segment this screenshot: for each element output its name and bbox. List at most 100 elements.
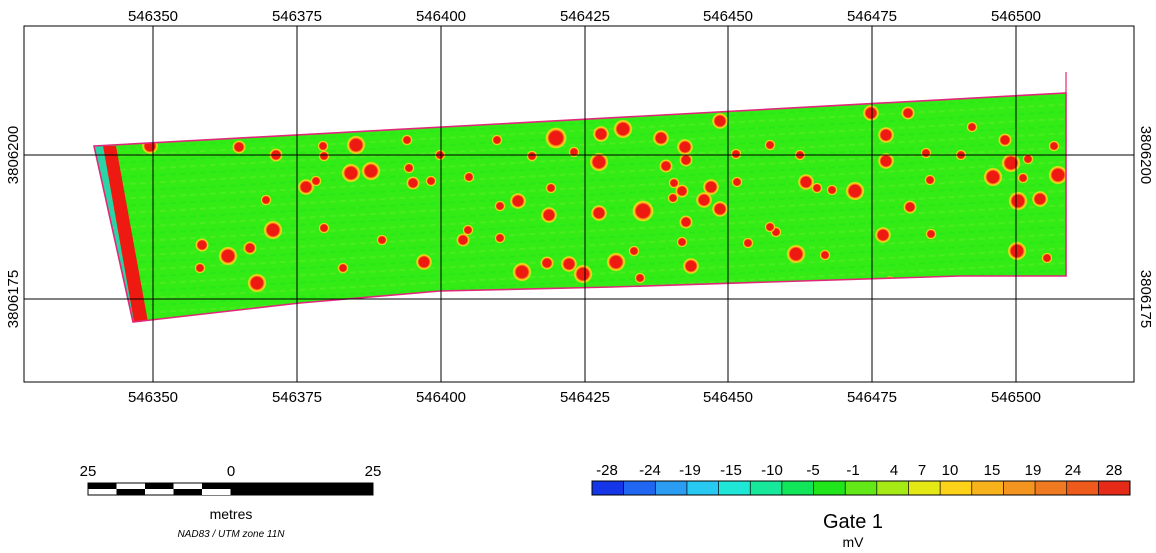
survey-fill bbox=[94, 93, 1066, 322]
anomaly-spot bbox=[456, 233, 470, 247]
scale-unit-label: metres bbox=[210, 506, 253, 522]
anomaly-spot bbox=[983, 167, 1003, 187]
legend-swatch bbox=[781, 481, 814, 495]
anomaly-spot bbox=[1031, 190, 1049, 208]
anomaly-spot bbox=[711, 200, 729, 218]
anomaly-spot bbox=[903, 200, 917, 214]
anomaly-spot bbox=[415, 253, 433, 271]
anomaly-spot bbox=[297, 178, 315, 196]
x-axis-bottom: 546350 546375 546400 546425 546450 54647… bbox=[128, 389, 1041, 406]
y-axis-right: 3806200 3806175 bbox=[1137, 126, 1154, 328]
anomaly-spot bbox=[901, 106, 915, 120]
legend-title: Gate 1 bbox=[823, 511, 883, 533]
legend-color-bar-frame bbox=[591, 480, 1131, 496]
y-tick-label-right: 3806175 bbox=[1137, 270, 1154, 328]
legend-swatch bbox=[813, 481, 846, 495]
legend-tick-label: 28 bbox=[1106, 462, 1123, 479]
legend-swatch bbox=[1098, 481, 1131, 495]
anomaly-spot bbox=[341, 163, 361, 183]
anomaly-spot bbox=[260, 194, 272, 206]
anomaly-spot bbox=[512, 262, 532, 282]
anomaly-spot bbox=[826, 184, 838, 196]
anomaly-spot bbox=[786, 244, 806, 264]
legend-tick-label: 24 bbox=[1065, 462, 1082, 479]
legend-tick-label: 15 bbox=[984, 462, 1001, 479]
survey-line bbox=[94, 117, 1066, 173]
anomaly-spot bbox=[676, 138, 694, 156]
anomaly-spot bbox=[494, 200, 506, 212]
anomaly-spot bbox=[462, 224, 474, 236]
anomaly-spot bbox=[195, 238, 209, 252]
x-tick-label-top: 546450 bbox=[703, 8, 753, 25]
legend-color-bar bbox=[592, 481, 1131, 495]
anomaly-spot bbox=[491, 134, 503, 146]
x-tick-label-top: 546500 bbox=[991, 8, 1041, 25]
legend-swatch bbox=[1003, 481, 1036, 495]
anomaly-spot bbox=[1022, 153, 1034, 165]
legend-tick-label: -5 bbox=[806, 462, 819, 479]
anomaly-spot bbox=[1048, 140, 1060, 152]
anomaly-spot bbox=[1017, 172, 1029, 184]
survey-line bbox=[94, 211, 1066, 267]
anomaly-spot bbox=[711, 112, 729, 130]
anomaly-spot bbox=[406, 176, 420, 190]
anomaly-spot bbox=[764, 221, 776, 233]
anomaly-spot bbox=[243, 241, 257, 255]
anomaly-spot bbox=[675, 184, 689, 198]
projection-label: NAD83 / UTM zone 11N bbox=[177, 529, 285, 540]
scale-label-right: 25 bbox=[365, 463, 382, 480]
anomaly-spot bbox=[874, 226, 892, 244]
anomaly-spot bbox=[318, 150, 330, 162]
legend-swatch bbox=[845, 481, 878, 495]
legend-tick-label: 4 bbox=[890, 462, 898, 479]
legend-tick-labels: -28 -24 -19 -15 -10 -5 -1 4 7 10 15 19 24 28 bbox=[596, 462, 1122, 479]
scale-label-left: 25 bbox=[80, 463, 97, 480]
anomaly-spot bbox=[632, 200, 654, 222]
legend-tick-label: -1 bbox=[846, 462, 859, 479]
anomaly-spot bbox=[877, 126, 895, 144]
anomaly-spot bbox=[263, 220, 283, 240]
anomaly-spot bbox=[526, 150, 538, 162]
anomaly-spot bbox=[667, 192, 679, 204]
survey-line bbox=[94, 153, 1066, 209]
legend-tick-label: 10 bbox=[942, 462, 959, 479]
legend-swatch bbox=[1035, 481, 1068, 495]
x-tick-label-bottom: 546475 bbox=[847, 389, 897, 406]
anomaly-spot bbox=[573, 264, 593, 284]
anomaly-spot bbox=[403, 162, 415, 174]
survey-line bbox=[94, 146, 1066, 202]
legend-tick-label: -15 bbox=[720, 462, 742, 479]
survey-line bbox=[94, 124, 1066, 180]
anomaly-spot bbox=[1048, 165, 1066, 185]
anomaly-spot bbox=[346, 135, 366, 155]
legend-tick-label: -10 bbox=[761, 462, 783, 479]
anomaly-spot bbox=[545, 127, 567, 149]
survey-line bbox=[94, 175, 1066, 231]
legend-tick-label: 7 bbox=[918, 462, 926, 479]
anomaly-layer bbox=[141, 104, 1066, 293]
anomaly-spot bbox=[494, 232, 506, 244]
legend-tick-label: -28 bbox=[596, 462, 618, 479]
anomaly-spot bbox=[797, 173, 815, 191]
anomaly-spot bbox=[613, 119, 633, 139]
legend-swatch bbox=[655, 481, 688, 495]
anomaly-spot bbox=[652, 129, 670, 147]
anomaly-spot bbox=[318, 222, 330, 234]
survey-line bbox=[94, 218, 1066, 274]
survey-line bbox=[94, 160, 1066, 216]
anomaly-spot bbox=[247, 273, 267, 293]
x-tick-label-bottom: 546375 bbox=[272, 389, 322, 406]
scale-bar-graphic bbox=[87, 482, 374, 496]
anomaly-spot bbox=[924, 174, 936, 186]
anomaly-spot bbox=[862, 104, 880, 122]
anomaly-spot bbox=[1001, 153, 1021, 173]
anomaly-spot bbox=[628, 245, 640, 257]
anomaly-spot bbox=[218, 246, 238, 266]
anomaly-spot bbox=[317, 140, 329, 152]
anomaly-spot bbox=[509, 192, 527, 210]
scale-bar: 25 0 25 metres NAD83 / UTM zone 11N bbox=[80, 463, 382, 540]
color-legend: -28 -24 -19 -15 -10 -5 -1 4 7 10 15 19 24 28 Gate 1 m… bbox=[591, 462, 1131, 550]
anomaly-spot bbox=[376, 234, 388, 246]
anomaly-spot bbox=[676, 236, 688, 248]
